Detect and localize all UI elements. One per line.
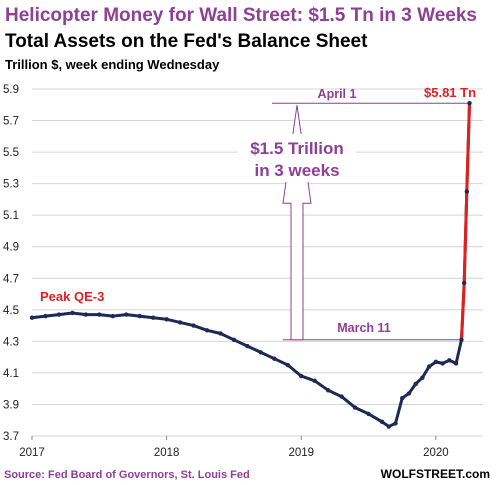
- data-point: [218, 331, 223, 336]
- data-point: [413, 381, 418, 387]
- data-point: [420, 375, 425, 380]
- y-tick-label: 5.7: [3, 116, 19, 128]
- data-point: [393, 421, 398, 426]
- source-note: Source: Fed Board of Governors, St. Loui…: [4, 469, 250, 481]
- y-tick-label: 4.5: [3, 305, 19, 317]
- data-point: [164, 317, 169, 322]
- data-point: [433, 359, 439, 365]
- y-tick-label: 3.9: [3, 399, 19, 411]
- data-point: [70, 310, 75, 316]
- data-point: [245, 343, 250, 349]
- data-point: [231, 337, 237, 342]
- data-point: [137, 313, 142, 319]
- data-point: [339, 394, 344, 399]
- annotation-increase-line2: in 3 weeks: [254, 161, 339, 180]
- data-point: [379, 419, 385, 425]
- data-point: [406, 391, 412, 396]
- series-layer: [29, 100, 472, 429]
- data-point: [352, 405, 358, 410]
- y-axis-label: Trillion $, week ending Wednesday: [5, 57, 220, 72]
- grid-layer: [32, 88, 483, 437]
- x-tick-label: 2018: [154, 447, 180, 459]
- data-point: [386, 424, 391, 429]
- data-point: [440, 361, 445, 366]
- y-tick-label: 5.3: [3, 179, 19, 191]
- x-tick-labels: 2017 2018 2019 2020: [19, 436, 449, 459]
- data-point: [29, 315, 35, 320]
- increase-label-backdrop: [238, 134, 356, 182]
- data-point: [272, 356, 277, 361]
- data-point: [204, 328, 210, 333]
- data-point: [83, 312, 89, 317]
- data-point: [258, 350, 264, 355]
- y-tick-label: 4.9: [3, 242, 19, 254]
- y-tick-label: 5.9: [3, 84, 19, 96]
- annotation-end-value: $5.81 Tn: [424, 85, 476, 100]
- chart-title: Helicopter Money for Wall Street: $1.5 T…: [5, 5, 477, 26]
- data-point: [56, 312, 62, 317]
- data-point: [312, 378, 317, 383]
- data-point: [447, 358, 452, 363]
- y-tick-label: 4.1: [3, 368, 19, 380]
- annotation-april-1: April 1: [318, 87, 357, 101]
- y-tick-label: 4.7: [3, 273, 19, 285]
- data-point: [461, 280, 467, 286]
- x-tick-label: 2020: [423, 447, 449, 459]
- y-tick-label: 5.1: [3, 210, 19, 222]
- data-point: [464, 189, 470, 194]
- data-point: [426, 364, 432, 369]
- data-point: [150, 315, 156, 320]
- data-point: [97, 312, 102, 317]
- chart-subtitle: Total Assets on the Fed's Balance Sheet: [5, 31, 368, 52]
- y-tick-label: 3.7: [3, 431, 19, 443]
- data-point: [366, 411, 371, 417]
- data-point: [110, 313, 115, 319]
- y-tick-label: 5.5: [3, 147, 19, 159]
- data-point: [453, 361, 459, 366]
- brand-label: WOLFSTREET.com: [381, 467, 490, 481]
- y-tick-labels: 3.7 3.9 4.1 4.3 4.5 4.7 4.9 5.1 5.3 5.5 5.7 5.9: [3, 84, 19, 443]
- annotation-increase-line1: $1.5 Trillion: [250, 139, 344, 158]
- x-tick-label: 2019: [288, 447, 314, 459]
- data-point: [299, 373, 304, 379]
- data-point: [285, 362, 290, 368]
- annotation-peak-qe3: Peak QE-3: [40, 289, 104, 304]
- y-tick-label: 4.3: [3, 336, 19, 348]
- data-point: [177, 320, 183, 325]
- data-point: [325, 388, 331, 393]
- data-point: [459, 337, 464, 342]
- data-point: [191, 323, 196, 328]
- spike-segment: [460, 103, 471, 340]
- x-tick-label: 2017: [19, 447, 45, 459]
- data-point: [467, 100, 472, 106]
- data-point: [43, 313, 48, 319]
- data-point: [124, 312, 129, 317]
- annotation-shapes: [238, 102, 470, 341]
- data-point: [400, 395, 405, 401]
- annotation-march-11: March 11: [337, 321, 391, 335]
